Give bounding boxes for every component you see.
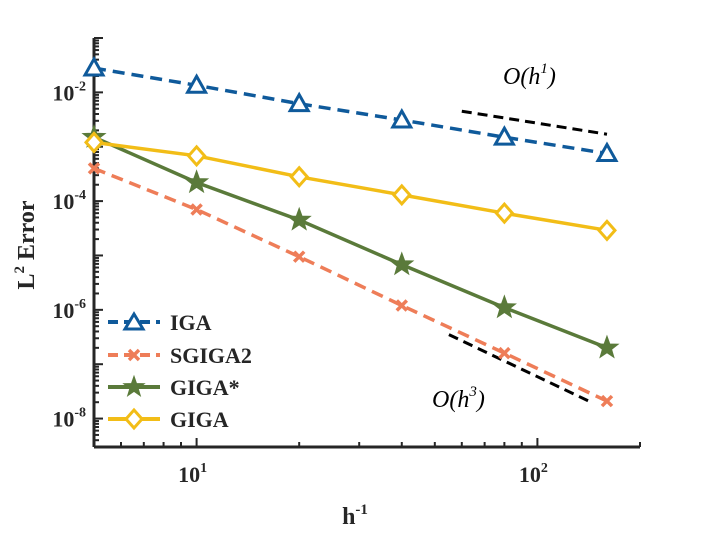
y-tick-label-exp: -6 bbox=[74, 297, 86, 312]
data-point-giga bbox=[494, 201, 515, 225]
x-axis-title-base: h bbox=[342, 504, 355, 530]
x-axis-title: h-1 bbox=[342, 502, 368, 530]
data-point-sgiga2 bbox=[292, 250, 306, 263]
reference-line-h1 bbox=[461, 109, 608, 136]
series-line-iga bbox=[93, 66, 608, 156]
data-point-giga bbox=[596, 219, 617, 242]
legend: IGA SGIGA2 GIGA* GIGA bbox=[108, 310, 252, 432]
axes bbox=[92, 38, 640, 449]
x-tick-label: 101 bbox=[178, 461, 207, 487]
data-point-iga bbox=[595, 141, 619, 163]
y-tick-label-exp: -2 bbox=[74, 79, 86, 94]
ref-label-h1-exp: 1 bbox=[540, 61, 548, 77]
x-tick-label-base: 10 bbox=[519, 462, 541, 487]
x-tick-label-exp: 2 bbox=[541, 461, 548, 476]
y-tick-label: 10-4 bbox=[52, 188, 86, 214]
ref-label-h1: O(h1) bbox=[503, 61, 556, 90]
legend-item-giga: GIGA bbox=[108, 407, 229, 432]
y-tick-label-base: 10 bbox=[52, 407, 74, 432]
x-tick-label-base: 10 bbox=[178, 462, 200, 487]
y-tick-label-exp: -8 bbox=[74, 406, 86, 421]
y-tick-label-exp: -4 bbox=[74, 188, 86, 203]
legend-marker-iga bbox=[122, 311, 146, 331]
legend-marker-sgiga2 bbox=[127, 348, 141, 362]
data-point-giga bbox=[83, 131, 105, 154]
ref-label-h1-close: ) bbox=[546, 64, 556, 90]
y-tick-label: 10-2 bbox=[52, 79, 86, 105]
legend-item-giga-star: GIGA* bbox=[108, 374, 240, 400]
data-point-sgiga2 bbox=[190, 203, 203, 216]
y-axis-title-suffix: Error bbox=[14, 200, 40, 266]
legend-label-sgiga2: SGIGA2 bbox=[170, 343, 252, 368]
y-axis-title: L2 Error bbox=[12, 200, 40, 289]
ref-label-h3-base: O(h bbox=[432, 387, 469, 413]
y-tick-label-base: 10 bbox=[52, 298, 74, 323]
data-point-iga bbox=[287, 91, 311, 113]
legend-marker-giga bbox=[123, 407, 145, 431]
y-tick-label-base: 10 bbox=[52, 189, 74, 214]
y-tick-label: 10-8 bbox=[52, 406, 86, 432]
data-point-giga-star bbox=[389, 251, 415, 276]
data-point-sgiga2 bbox=[87, 162, 101, 175]
ref-label-h3: O(h3) bbox=[432, 384, 485, 413]
data-point-iga bbox=[390, 107, 414, 129]
data-point-giga-star bbox=[491, 294, 517, 319]
data-point-iga bbox=[185, 73, 209, 94]
y-axis-title-base: L bbox=[14, 274, 40, 290]
ref-label-h3-exp: 3 bbox=[468, 384, 477, 400]
data-point-giga-star bbox=[184, 169, 210, 194]
data-point-sgiga2 bbox=[395, 299, 409, 312]
ref-label-h1-base: O(h bbox=[503, 64, 540, 90]
data-point-iga bbox=[492, 125, 516, 146]
data-point-iga bbox=[82, 55, 106, 77]
data-point-giga bbox=[391, 183, 412, 207]
series-group bbox=[81, 55, 620, 408]
y-tick-label-base: 10 bbox=[52, 80, 74, 105]
y-tick-label: 10-6 bbox=[52, 297, 86, 323]
reference-lines bbox=[448, 109, 608, 405]
series-line-giga-star bbox=[93, 135, 608, 350]
series-line-giga bbox=[93, 140, 608, 233]
legend-marker-giga-star bbox=[122, 374, 146, 397]
x-tick-label: 102 bbox=[519, 461, 548, 487]
legend-item-iga: IGA bbox=[108, 310, 212, 335]
data-point-giga-star bbox=[286, 206, 312, 231]
x-axis-title-sup: -1 bbox=[355, 502, 368, 518]
legend-label-giga-star: GIGA* bbox=[170, 375, 240, 400]
data-point-giga-star bbox=[594, 334, 620, 359]
reference-line-h3 bbox=[448, 333, 594, 405]
data-point-sgiga2 bbox=[600, 394, 614, 408]
legend-item-sgiga2: SGIGA2 bbox=[108, 343, 252, 368]
legend-label-giga: GIGA bbox=[170, 407, 229, 432]
x-tick-label-exp: 1 bbox=[200, 461, 207, 476]
legend-label-iga: IGA bbox=[170, 310, 212, 335]
y-axis-title-sup: 2 bbox=[12, 266, 28, 274]
data-point-sgiga2 bbox=[498, 346, 511, 360]
data-point-giga bbox=[186, 144, 207, 168]
data-point-giga bbox=[289, 165, 310, 189]
ref-label-h3-close: ) bbox=[475, 387, 485, 413]
